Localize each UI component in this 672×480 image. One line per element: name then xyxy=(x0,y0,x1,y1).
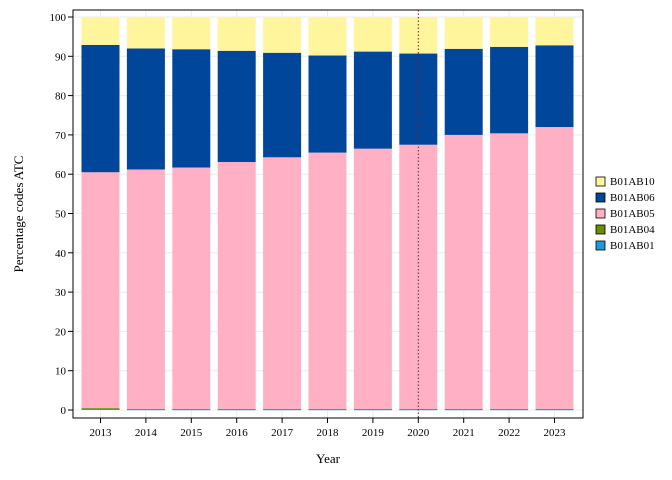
bar-segment-b01ab05 xyxy=(263,157,302,409)
x-tick-label: 2014 xyxy=(135,427,158,439)
bar-segment-b01ab01 xyxy=(490,409,529,411)
y-tick-label: 80 xyxy=(55,91,67,103)
bar-segment-b01ab06 xyxy=(81,44,120,173)
bar-segment-b01ab10 xyxy=(81,17,120,45)
bar-segment-b01ab05 xyxy=(353,148,392,409)
bar-segment-b01ab06 xyxy=(353,51,392,149)
y-tick-label: 100 xyxy=(50,12,67,24)
bar-segment-b01ab01 xyxy=(535,409,574,411)
bar-segment-b01ab05 xyxy=(444,134,483,409)
y-tick-label: 60 xyxy=(55,169,67,181)
x-tick-label: 2015 xyxy=(180,427,203,439)
bar-segment-b01ab10 xyxy=(308,17,347,56)
y-tick-label: 0 xyxy=(61,405,67,417)
bar-segment-b01ab05 xyxy=(126,169,165,409)
bar-segment-b01ab05 xyxy=(535,127,574,409)
bar-segment-b01ab04 xyxy=(172,408,211,410)
bar-segment-b01ab06 xyxy=(535,45,574,128)
legend: B01AB10 B01AB06 B01AB05 B01AB04 B01AB01 xyxy=(595,176,655,252)
bar-segment-b01ab01 xyxy=(126,409,165,411)
legend-label-b01ab04: B01AB04 xyxy=(610,224,655,236)
bar-segment-b01ab10 xyxy=(217,17,256,51)
bar-segment-b01ab01 xyxy=(308,409,347,411)
x-tick-label: 2023 xyxy=(544,427,567,439)
bar-segment-b01ab06 xyxy=(444,48,483,135)
legend-swatch-b01ab10 xyxy=(595,176,606,187)
bar-segment-b01ab10 xyxy=(263,17,302,53)
legend-swatch-b01ab05 xyxy=(595,208,606,219)
bar-segment-b01ab06 xyxy=(490,46,529,134)
bar-segment-b01ab10 xyxy=(353,17,392,52)
bar-segment-b01ab05 xyxy=(308,152,347,409)
bar-segment-b01ab04 xyxy=(217,408,256,410)
bar-segment-b01ab10 xyxy=(490,17,529,47)
y-tick-label: 10 xyxy=(55,366,67,378)
bar-segment-b01ab06 xyxy=(263,52,302,158)
legend-swatch-b01ab01 xyxy=(595,240,606,251)
legend-label-b01ab06: B01AB06 xyxy=(610,192,655,204)
legend-label-b01ab10: B01AB10 xyxy=(610,176,655,188)
y-axis-title: Percentage codes ATC xyxy=(11,156,26,273)
bar-segment-b01ab10 xyxy=(172,17,211,50)
x-tick-label: 2019 xyxy=(362,427,385,439)
bar-segment-b01ab01 xyxy=(172,409,211,411)
x-axis: 2013 2014 2015 2016 2017 2018 2019 2020 2021 2022… xyxy=(90,418,567,439)
bar-segment-b01ab05 xyxy=(217,162,256,409)
bar-segment-b01ab05 xyxy=(490,133,529,409)
bar-segment-b01ab06 xyxy=(308,55,347,153)
bar-segment-b01ab06 xyxy=(172,49,211,168)
bar-segment-b01ab04 xyxy=(81,408,120,409)
y-tick-label: 20 xyxy=(55,326,67,338)
y-tick-label: 30 xyxy=(55,287,67,299)
x-tick-label: 2018 xyxy=(317,427,340,439)
x-tick-label: 2016 xyxy=(226,427,249,439)
bar-segment-b01ab04 xyxy=(490,408,529,410)
x-tick-label: 2020 xyxy=(407,427,430,439)
bar-segment-b01ab06 xyxy=(217,50,256,163)
legend-swatch-b01ab06 xyxy=(595,192,606,203)
bar-segment-b01ab01 xyxy=(81,408,120,410)
y-axis: 0 10 20 30 40 50 60 70 80 90 100 xyxy=(50,12,73,417)
x-tick-label: 2021 xyxy=(453,427,475,439)
x-axis-title: Year xyxy=(316,451,341,466)
x-tick-label: 2017 xyxy=(271,427,294,439)
x-tick-label: 2013 xyxy=(90,427,113,439)
bar-segment-b01ab06 xyxy=(126,48,165,170)
y-tick-label: 50 xyxy=(55,209,67,221)
bar-segment-b01ab01 xyxy=(444,409,483,411)
bar-segment-b01ab10 xyxy=(535,17,574,46)
legend-label-b01ab01: B01AB01 xyxy=(610,240,655,252)
legend-label-b01ab05: B01AB05 xyxy=(610,208,655,220)
y-tick-label: 90 xyxy=(55,51,67,63)
bar-segment-b01ab04 xyxy=(126,408,165,410)
bar-segment-b01ab01 xyxy=(263,409,302,411)
bar-segment-b01ab10 xyxy=(126,17,165,49)
bar-segment-b01ab05 xyxy=(81,172,120,409)
y-tick-label: 40 xyxy=(55,248,67,260)
bar-segment-b01ab04 xyxy=(353,408,392,410)
bar-segment-b01ab04 xyxy=(308,408,347,410)
bar-segment-b01ab01 xyxy=(353,409,392,411)
bar-segment-b01ab01 xyxy=(217,409,256,411)
bar-segment-b01ab05 xyxy=(172,167,211,409)
y-tick-label: 70 xyxy=(55,130,67,142)
bar-segment-b01ab04 xyxy=(263,408,302,410)
x-tick-label: 2022 xyxy=(498,427,520,439)
bar-segment-b01ab10 xyxy=(444,17,483,49)
legend-swatch-b01ab04 xyxy=(595,224,606,235)
bars xyxy=(81,17,574,411)
bar-segment-b01ab04 xyxy=(535,408,574,410)
bar-segment-b01ab04 xyxy=(444,408,483,410)
